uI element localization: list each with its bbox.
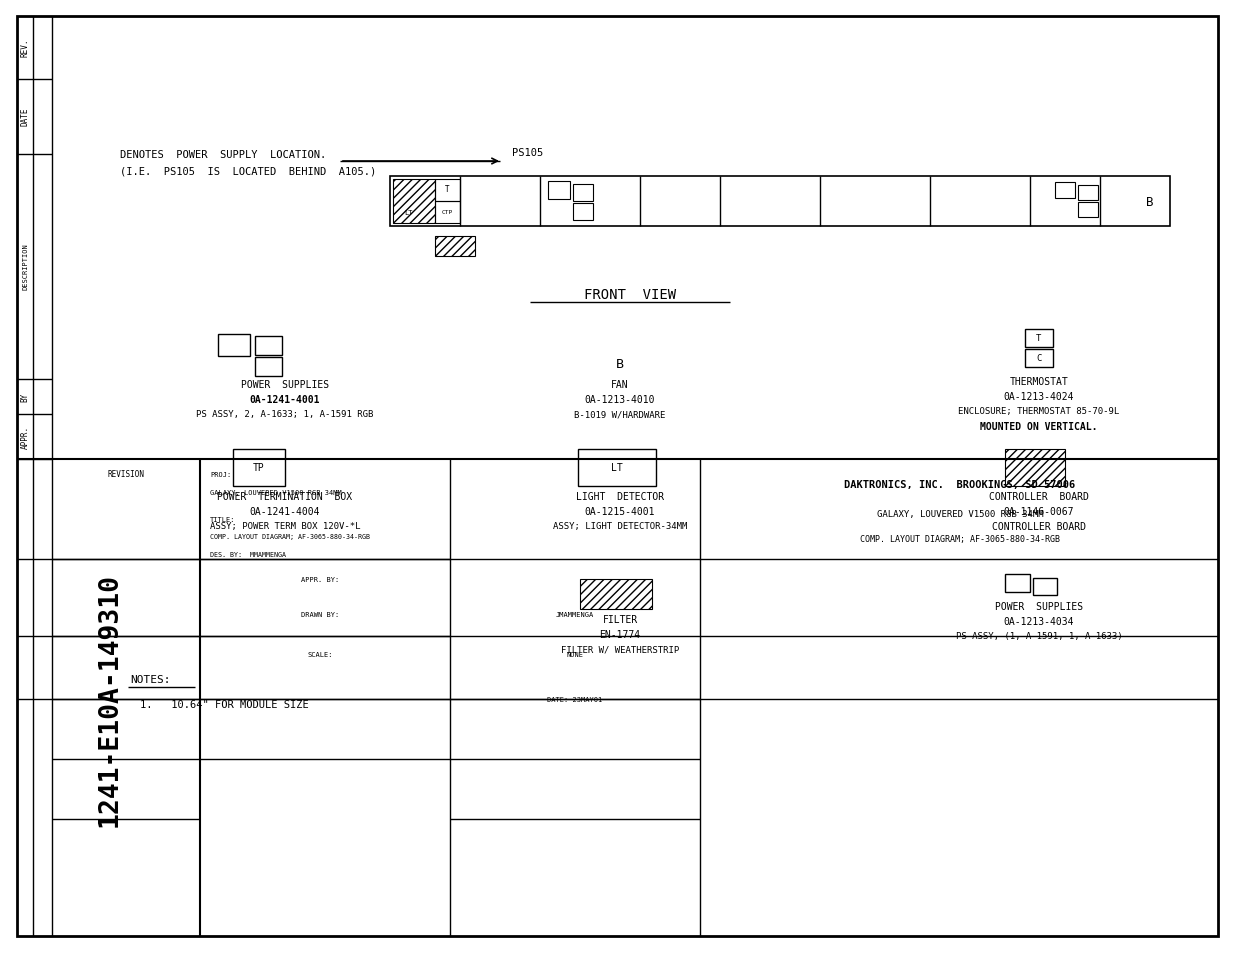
Text: 0A-1215-4001: 0A-1215-4001 <box>584 506 656 517</box>
Text: APPR. BY:: APPR. BY: <box>301 577 340 582</box>
Text: (I.E.  PS105  IS  LOCATED  BEHIND  A105.): (I.E. PS105 IS LOCATED BEHIND A105.) <box>120 167 377 177</box>
Text: POWER  SUPPLIES: POWER SUPPLIES <box>241 379 329 390</box>
Text: REVISION: REVISION <box>107 470 144 479</box>
Text: DES. BY:  MMAMMENGA: DES. BY: MMAMMENGA <box>210 552 287 558</box>
Text: COMP. LAYOUT DIAGRAM; AF-3065-880-34-RGB: COMP. LAYOUT DIAGRAM; AF-3065-880-34-RGB <box>860 535 1060 544</box>
Bar <box>435 202 459 224</box>
Bar <box>219 335 249 356</box>
Text: 0A-1213-4024: 0A-1213-4024 <box>1004 392 1074 401</box>
Bar <box>548 182 571 200</box>
Bar <box>578 450 656 486</box>
Text: JMAMMENGA: JMAMMENGA <box>556 612 594 618</box>
Text: BY: BY <box>21 392 30 401</box>
Text: DAKTRONICS, INC.  BROOKINGS, SD 57006: DAKTRONICS, INC. BROOKINGS, SD 57006 <box>845 479 1076 490</box>
Text: DRAWN BY:: DRAWN BY: <box>301 612 340 618</box>
Text: APPR.: APPR. <box>21 425 30 448</box>
Text: EN-1774: EN-1774 <box>599 629 641 639</box>
Bar <box>1055 183 1074 199</box>
Text: THERMOSTAT: THERMOSTAT <box>1010 376 1068 387</box>
Bar <box>1005 450 1065 486</box>
Text: TITLE:: TITLE: <box>210 517 236 522</box>
Bar <box>1078 186 1098 201</box>
Text: B: B <box>616 358 624 371</box>
Text: GALAXY, LOUVERED V1500 RGB 34MM: GALAXY, LOUVERED V1500 RGB 34MM <box>210 490 342 496</box>
Bar <box>1005 575 1030 593</box>
Bar <box>573 204 593 221</box>
Text: NOTES:: NOTES: <box>130 675 170 684</box>
Text: B-1019 W/HARDWARE: B-1019 W/HARDWARE <box>574 410 666 419</box>
Text: COMP. LAYOUT DIAGRAM; AF-3065-880-34-RGB: COMP. LAYOUT DIAGRAM; AF-3065-880-34-RGB <box>210 534 370 539</box>
Text: PROJ:: PROJ: <box>210 472 231 477</box>
Text: POWER  SUPPLIES: POWER SUPPLIES <box>995 601 1083 612</box>
Text: MOUNTED ON VERTICAL.: MOUNTED ON VERTICAL. <box>981 421 1098 432</box>
Text: SCALE:: SCALE: <box>308 651 332 658</box>
Bar <box>393 180 435 224</box>
Text: REV.: REV. <box>21 39 30 57</box>
Bar <box>1025 330 1053 348</box>
Text: TP: TP <box>253 462 264 473</box>
Bar <box>1032 578 1057 596</box>
Bar <box>390 177 1170 227</box>
Text: LT: LT <box>611 462 622 473</box>
Text: DESCRIPTION: DESCRIPTION <box>22 243 28 290</box>
Text: LIGHT  DETECTOR: LIGHT DETECTOR <box>576 492 664 501</box>
Text: CTP: CTP <box>441 211 452 215</box>
Text: FILTER W/ WEATHERSTRIP: FILTER W/ WEATHERSTRIP <box>561 645 679 654</box>
Text: 0A-1213-4034: 0A-1213-4034 <box>1004 617 1074 626</box>
Text: CONTROLLER  BOARD: CONTROLLER BOARD <box>989 492 1089 501</box>
Text: C: C <box>1036 355 1041 363</box>
Text: CONTROLLER BOARD: CONTROLLER BOARD <box>992 521 1086 532</box>
Text: 0A-1241-4004: 0A-1241-4004 <box>249 506 320 517</box>
Text: T: T <box>1036 335 1041 343</box>
Text: 0A-1213-4010: 0A-1213-4010 <box>584 395 656 405</box>
Bar <box>435 236 475 256</box>
Bar <box>254 336 282 355</box>
Text: T: T <box>445 185 450 194</box>
Text: 1.   10.64" FOR MODULE SIZE: 1. 10.64" FOR MODULE SIZE <box>140 700 309 709</box>
Text: ASSY; POWER TERM BOX 120V-*L: ASSY; POWER TERM BOX 120V-*L <box>210 522 361 531</box>
Text: DENOTES  POWER  SUPPLY  LOCATION.: DENOTES POWER SUPPLY LOCATION. <box>120 150 326 160</box>
Text: 0A-1146-0067: 0A-1146-0067 <box>1004 506 1074 517</box>
Text: ASSY; LIGHT DETECTOR-34MM: ASSY; LIGHT DETECTOR-34MM <box>553 522 687 531</box>
Bar <box>233 450 285 486</box>
Text: FILTER: FILTER <box>603 615 637 624</box>
Text: PS ASSY, (1, A-1591, 1, A-1633): PS ASSY, (1, A-1591, 1, A-1633) <box>956 632 1123 640</box>
Text: LT: LT <box>404 210 412 215</box>
Bar <box>254 357 282 376</box>
Bar <box>573 185 593 202</box>
Text: PS ASSY, 2, A-1633; 1, A-1591 RGB: PS ASSY, 2, A-1633; 1, A-1591 RGB <box>196 410 374 419</box>
Bar <box>1078 203 1098 218</box>
Bar <box>580 579 652 609</box>
Text: PS105: PS105 <box>513 148 543 158</box>
Text: GALAXY, LOUVERED V1500 RGB 34MM: GALAXY, LOUVERED V1500 RGB 34MM <box>877 510 1044 519</box>
Text: 1241-E10A-149310: 1241-E10A-149310 <box>98 573 124 826</box>
Text: B: B <box>1146 195 1153 209</box>
Text: FAN: FAN <box>611 379 629 390</box>
Text: NONE: NONE <box>567 651 583 658</box>
Text: FRONT  VIEW: FRONT VIEW <box>584 288 676 302</box>
Text: DATE: DATE <box>21 108 30 126</box>
Bar <box>435 180 459 202</box>
Text: POWER  TERMINATION  BOX: POWER TERMINATION BOX <box>217 492 352 501</box>
Bar <box>1025 350 1053 368</box>
Text: 0A-1241-4001: 0A-1241-4001 <box>249 395 320 405</box>
Text: DATE: 23MAY01: DATE: 23MAY01 <box>547 697 603 702</box>
Text: ENCLOSURE; THERMOSTAT 85-70-9L: ENCLOSURE; THERMOSTAT 85-70-9L <box>958 407 1120 416</box>
